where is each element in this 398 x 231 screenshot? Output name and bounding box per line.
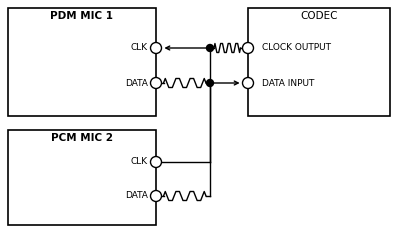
Circle shape bbox=[150, 43, 162, 54]
Text: DATA: DATA bbox=[125, 79, 148, 88]
Circle shape bbox=[150, 156, 162, 167]
Circle shape bbox=[207, 79, 213, 86]
Circle shape bbox=[242, 77, 254, 88]
Bar bbox=[8, 8, 156, 116]
Circle shape bbox=[150, 191, 162, 201]
Text: CLK: CLK bbox=[131, 43, 148, 52]
Bar bbox=[8, 130, 156, 225]
Bar bbox=[248, 8, 390, 116]
Text: CLK: CLK bbox=[131, 158, 148, 167]
Circle shape bbox=[150, 77, 162, 88]
Text: CLOCK OUTPUT: CLOCK OUTPUT bbox=[262, 43, 331, 52]
Text: PCM MIC 2: PCM MIC 2 bbox=[51, 133, 113, 143]
Text: PDM MIC 1: PDM MIC 1 bbox=[51, 11, 113, 21]
Text: DATA INPUT: DATA INPUT bbox=[262, 79, 314, 88]
Text: DATA: DATA bbox=[125, 191, 148, 201]
Text: CODEC: CODEC bbox=[300, 11, 338, 21]
Circle shape bbox=[242, 43, 254, 54]
Circle shape bbox=[207, 45, 213, 52]
